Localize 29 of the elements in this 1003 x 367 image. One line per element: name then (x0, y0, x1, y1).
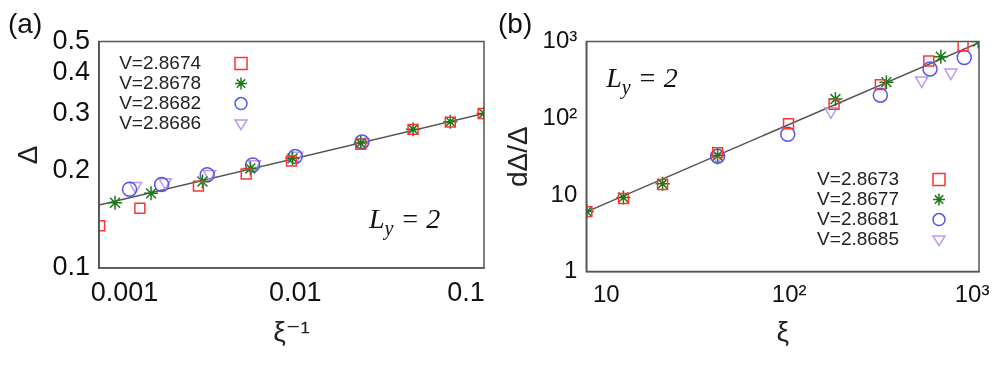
legend-label: V=2.8686 (119, 111, 202, 133)
legend-label: V=2.8678 (119, 71, 202, 93)
y-tick-label: 0.3 (52, 96, 91, 127)
y-tick-label: 10³ (542, 26, 578, 54)
legend-label: V=2.8685 (817, 227, 900, 249)
x-axis-title: ξ⁻¹ (273, 315, 310, 347)
x-tick-label: 0.1 (447, 276, 485, 307)
y-tick-label: 10 (550, 179, 578, 207)
legend-label: V=2.8681 (817, 207, 900, 229)
y-tick-label: 10² (542, 102, 578, 130)
chart-title: (a) (8, 7, 43, 39)
legend-label: V=2.8674 (119, 51, 202, 73)
legend-label: V=2.8673 (817, 167, 900, 189)
x-tick-label: 0.01 (268, 276, 322, 307)
y-axis-title: Δ (11, 145, 43, 165)
y-tick-label: 0.1 (52, 251, 91, 282)
chart-title: (b) (498, 7, 533, 39)
y-tick-label: 0.5 (52, 25, 91, 56)
x-tick-label: 10² (771, 279, 807, 307)
x-tick-label: 10³ (954, 279, 990, 307)
x-tick-label: 0.001 (90, 276, 159, 307)
y-tick-label: 1 (563, 256, 578, 284)
x-tick-label: 10 (592, 279, 620, 307)
legend-label: V=2.8682 (119, 91, 202, 113)
y-tick-label: 0.4 (52, 56, 91, 87)
legend-label: V=2.8677 (817, 187, 900, 209)
x-axis-title: ξ (776, 315, 789, 347)
y-tick-label: 0.2 (52, 153, 91, 184)
y-axis-title: dΔ/Δ (501, 126, 533, 187)
